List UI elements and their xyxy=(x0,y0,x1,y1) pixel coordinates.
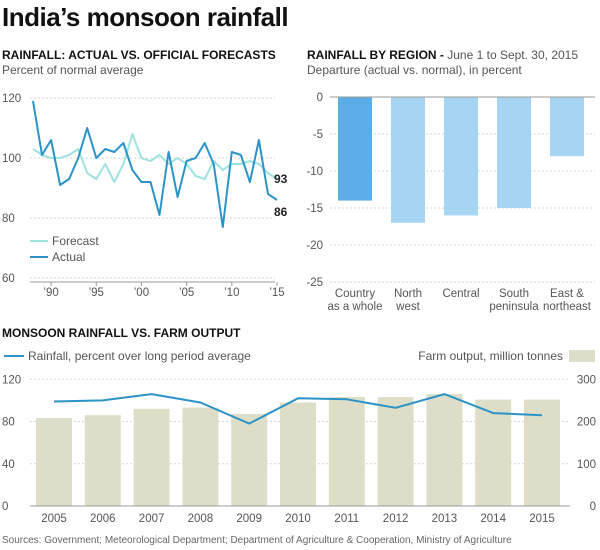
y-tick-label: 100 xyxy=(2,153,21,165)
y-right-tick-label: 0 xyxy=(590,501,596,513)
y-tick-label: -10 xyxy=(306,166,323,178)
y-right-tick-label: 300 xyxy=(577,374,596,386)
series-line-forecast xyxy=(32,133,278,183)
legend-label-forecast: Forecast xyxy=(52,234,99,248)
farm-output-bar xyxy=(182,407,219,506)
region-label: northeast xyxy=(543,301,592,313)
x-tick-label: ’10 xyxy=(224,287,239,299)
region-bar xyxy=(497,97,531,208)
legend-swatch-farm-output xyxy=(569,350,595,362)
farm-output-bar xyxy=(328,397,365,506)
x-tick-label: 2009 xyxy=(236,513,262,525)
y-left-tick-label: 0 xyxy=(2,501,8,513)
y-right-tick-label: 200 xyxy=(577,417,596,429)
region-label: South xyxy=(499,288,529,300)
region-label: as a whole xyxy=(328,301,383,313)
region-bar xyxy=(550,97,584,157)
region-bar xyxy=(338,97,372,201)
chart1-title: RAINFALL: ACTUAL VS. OFFICIAL FORECASTS xyxy=(2,48,276,62)
actual-end-label: 86 xyxy=(274,205,288,219)
chart1-subtitle: Percent of normal average xyxy=(2,63,144,77)
y-left-tick-label: 120 xyxy=(2,374,21,386)
y-tick-label: -5 xyxy=(313,129,323,141)
legend-label-farm-output: Farm output, million tonnes xyxy=(418,349,563,363)
y-tick-label: 120 xyxy=(2,93,21,105)
y-tick-label: -25 xyxy=(306,277,323,289)
rainfall-line xyxy=(53,393,543,425)
region-label: North xyxy=(394,288,422,300)
x-tick-label: 2015 xyxy=(529,513,555,525)
region-label: East & xyxy=(550,288,584,300)
x-tick-label: ’15 xyxy=(269,287,284,299)
farm-output-bar xyxy=(84,415,121,506)
chart2-title-note: June 1 to Sept. 30, 2015 xyxy=(447,48,579,62)
x-tick-label: 2013 xyxy=(432,513,458,525)
x-tick-label: 2005 xyxy=(41,513,67,525)
farm-output-bar xyxy=(36,418,72,506)
chart2-title: RAINFALL BY REGION - June 1 to Sept. 30,… xyxy=(307,48,578,62)
y-tick-label: -15 xyxy=(306,203,323,215)
x-tick-label: 2008 xyxy=(188,513,214,525)
chart1-forecast-vs-actual: 60 80 100 120 ’90 ’95 ’00 ’05 ’10 ’15 93 86 Forecast… xyxy=(2,93,288,299)
source-note: Sources: Government; Meteorological Depa… xyxy=(2,535,512,546)
farm-output-bar xyxy=(133,408,170,506)
x-tick-label: 2014 xyxy=(480,513,506,525)
forecast-end-label: 93 xyxy=(274,172,288,186)
region-label: west xyxy=(395,301,420,313)
farm-output-bar xyxy=(475,399,512,506)
y-tick-label: 80 xyxy=(2,213,15,225)
y-right-tick-label: 100 xyxy=(577,459,596,471)
x-tick-label: 2012 xyxy=(383,513,409,525)
chart3-title: MONSOON RAINFALL VS. FARM OUTPUT xyxy=(2,326,241,340)
y-tick-label: -20 xyxy=(306,240,323,252)
chart2-title-main: RAINFALL BY REGION - xyxy=(307,48,444,62)
farm-output-bar xyxy=(231,413,268,506)
y-left-tick-label: 40 xyxy=(2,459,15,471)
farm-output-bar xyxy=(426,394,463,506)
farm-output-bar xyxy=(280,402,316,506)
x-tick-label: ’00 xyxy=(134,287,149,299)
x-tick-label: 2011 xyxy=(334,513,359,525)
legend-label-actual: Actual xyxy=(52,250,85,264)
chart3-rain-vs-farm: 0 40 80 120 0 100 200 300 2005 2006 2007 2008 2009 20… xyxy=(2,349,596,525)
page-title: India’s monsoon rainfall xyxy=(2,2,289,32)
x-tick-label: 2010 xyxy=(285,513,311,525)
y-tick-label: 0 xyxy=(317,92,323,104)
legend-label-rainfall: Rainfall, percent over long period avera… xyxy=(28,349,251,363)
region-bar xyxy=(444,97,478,216)
y-tick-label: 60 xyxy=(2,273,15,285)
chart2-subtitle: Departure (actual vs. normal), in percen… xyxy=(307,63,522,77)
region-label: peninsula xyxy=(489,301,539,313)
region-label: Country xyxy=(335,288,376,300)
x-tick-label: 2007 xyxy=(139,513,165,525)
x-tick-label: 2006 xyxy=(90,513,116,525)
farm-output-bar xyxy=(524,399,560,506)
x-tick-label: ’90 xyxy=(43,287,58,299)
series-line-actual xyxy=(32,100,278,228)
region-bar xyxy=(391,97,425,223)
x-tick-label: ’05 xyxy=(179,287,194,299)
region-label: Central xyxy=(442,288,479,300)
farm-output-bar xyxy=(377,397,414,506)
y-left-tick-label: 80 xyxy=(2,417,15,429)
x-tick-label: ’95 xyxy=(89,287,104,299)
